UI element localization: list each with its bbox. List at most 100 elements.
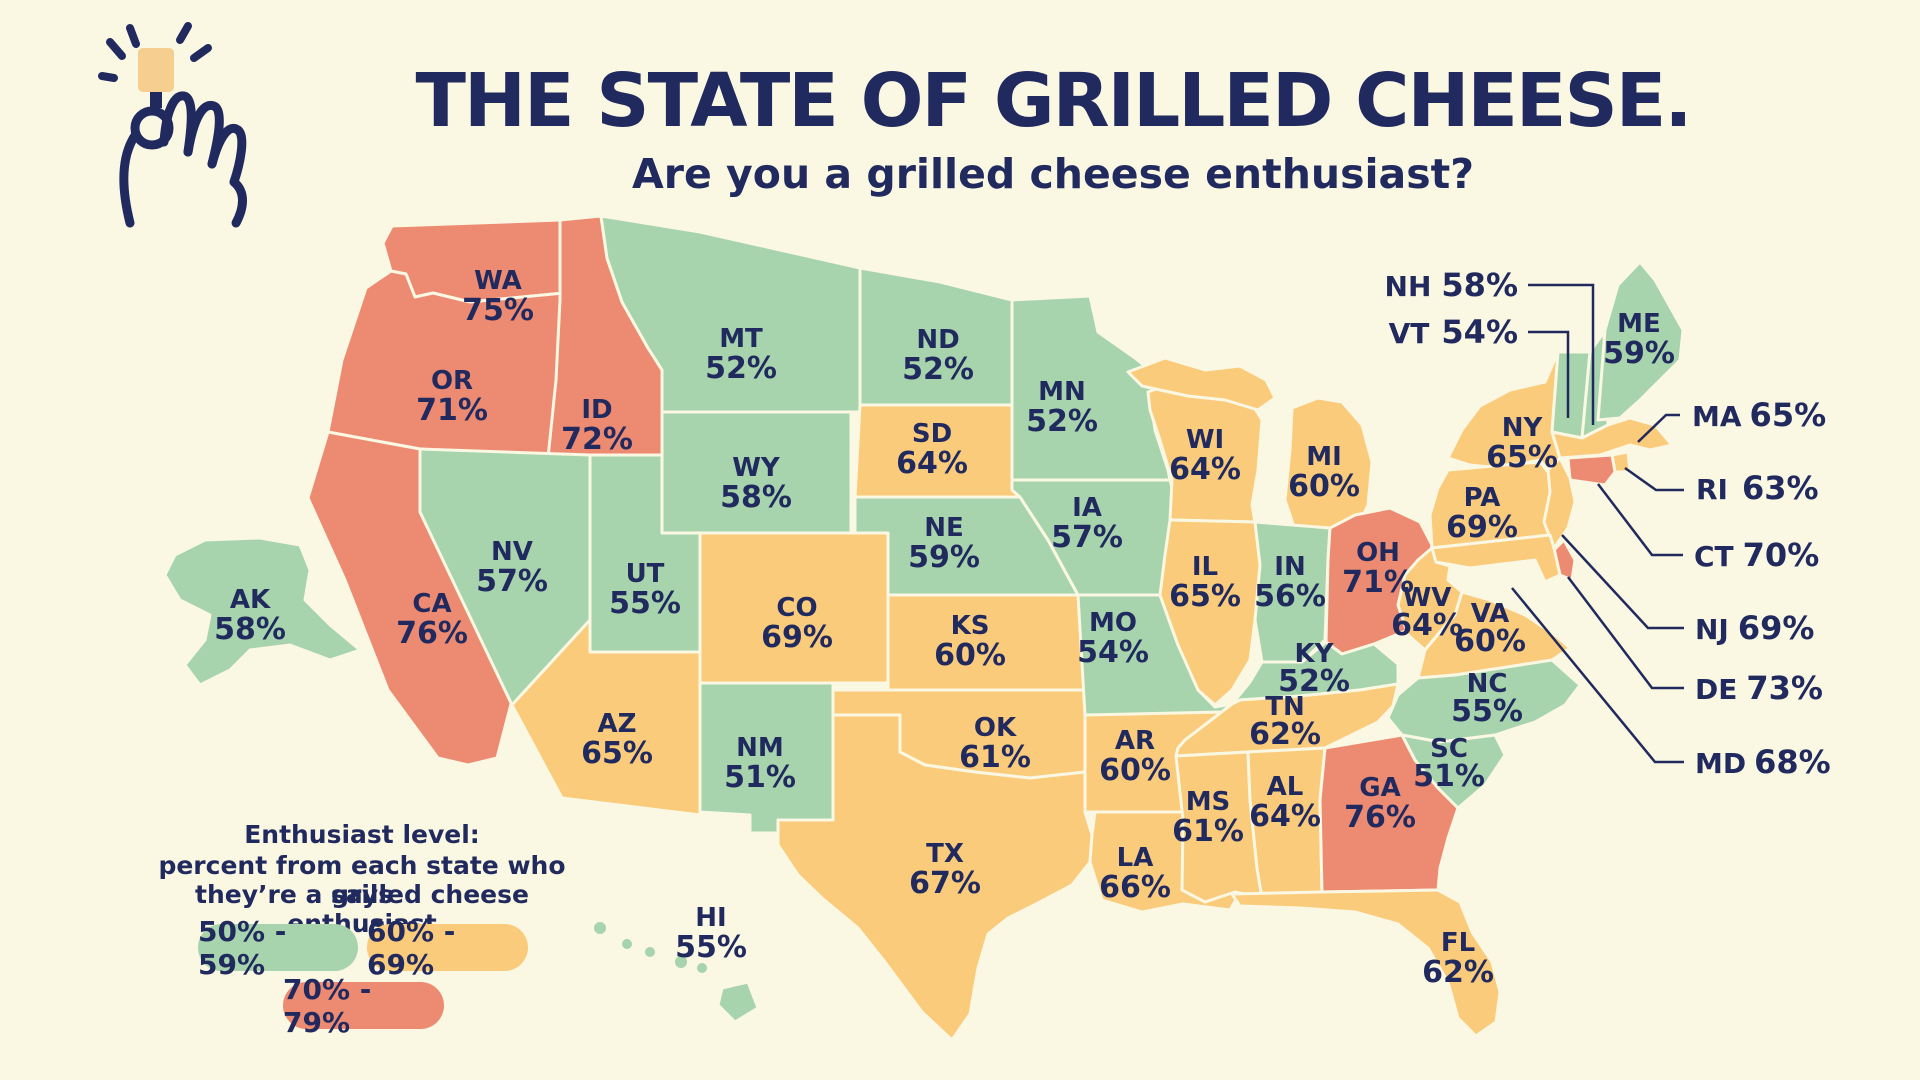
state-IL-value-label: 65% bbox=[1169, 579, 1241, 614]
state-CA-value-label: 76% bbox=[396, 616, 468, 651]
state-IA-value-label: 57% bbox=[1051, 520, 1123, 555]
state-VA-abbr-label: VA bbox=[1471, 599, 1509, 629]
state-TN-value-label: 62% bbox=[1249, 717, 1321, 752]
state-WI-abbr-label: WI bbox=[1186, 425, 1224, 455]
callout-RI-label: RI 63% bbox=[1696, 469, 1819, 507]
state-MT-abbr-label: MT bbox=[719, 324, 763, 354]
callout-line-RI bbox=[1624, 466, 1684, 492]
state-MI-value-label: 60% bbox=[1288, 469, 1360, 504]
state-TX-value-label: 67% bbox=[909, 866, 981, 901]
callout-line-CT bbox=[1597, 483, 1683, 557]
callout-line-DE bbox=[1567, 576, 1684, 690]
state-SD-abbr-label: SD bbox=[912, 419, 952, 449]
state-IA-abbr-label: IA bbox=[1072, 493, 1102, 523]
state-CT bbox=[1566, 453, 1617, 487]
grilled-cheese-hand-logo bbox=[98, 22, 247, 228]
state-MT-value-label: 52% bbox=[705, 351, 777, 386]
state-UT-abbr-label: UT bbox=[626, 559, 665, 589]
state-ID-abbr-label: ID bbox=[581, 395, 612, 425]
state-UT-value-label: 55% bbox=[609, 586, 681, 621]
state-KS-value-label: 60% bbox=[934, 638, 1006, 673]
sparkle-icon bbox=[98, 22, 212, 82]
state-AZ-value-label: 65% bbox=[581, 736, 653, 771]
state-NM-abbr-label: NM bbox=[736, 733, 784, 763]
state-ME-value-label: 59% bbox=[1603, 336, 1675, 371]
state-FL bbox=[1230, 888, 1502, 1038]
state-CO-abbr-label: CO bbox=[776, 593, 817, 623]
state-ID-value-label: 72% bbox=[561, 422, 633, 457]
state-NV-value-label: 57% bbox=[476, 564, 548, 599]
state-WY-value-label: 58% bbox=[720, 480, 792, 515]
state-MO-value-label: 54% bbox=[1077, 635, 1149, 670]
state-NY-abbr-label: NY bbox=[1502, 413, 1544, 443]
state-MI bbox=[1126, 356, 1374, 547]
state-NC-value-label: 55% bbox=[1451, 694, 1523, 729]
callout-MA-label: MA 65% bbox=[1692, 396, 1826, 434]
state-OR-abbr-label: OR bbox=[431, 366, 473, 396]
page-title: THE STATE OF GRILLED CHEESE. bbox=[415, 58, 1693, 144]
callout-line-MD bbox=[1511, 587, 1684, 764]
state-WV-value-label: 64% bbox=[1391, 608, 1463, 643]
callout-lines bbox=[1511, 283, 1684, 764]
state-MI-abbr-label: MI bbox=[1306, 442, 1342, 472]
callout-DE-label: DE 73% bbox=[1695, 669, 1823, 707]
state-IN-abbr-label: IN bbox=[1274, 552, 1305, 582]
state-NC-abbr-label: NC bbox=[1467, 669, 1508, 699]
state-WA-value-label: 75% bbox=[462, 293, 534, 328]
state-SC-value-label: 51% bbox=[1413, 759, 1485, 794]
state-NE-abbr-label: NE bbox=[924, 513, 964, 543]
state-MO-abbr-label: MO bbox=[1089, 608, 1137, 638]
state-SC bbox=[1400, 733, 1507, 810]
callout-NH-label: NH 58% bbox=[1385, 266, 1518, 304]
state-LA-value-label: 66% bbox=[1099, 870, 1171, 905]
state-FL-value-label: 62% bbox=[1422, 955, 1494, 990]
state-KY-abbr-label: KY bbox=[1295, 639, 1335, 669]
state-AR-value-label: 60% bbox=[1099, 753, 1171, 788]
state-OH-value-label: 71% bbox=[1342, 565, 1414, 600]
state-OK-value-label: 61% bbox=[959, 740, 1031, 775]
callout-line-VT bbox=[1528, 330, 1570, 418]
state-FL-abbr-label: FL bbox=[1441, 928, 1475, 958]
state-CA-abbr-label: CA bbox=[412, 589, 451, 619]
state-LA-abbr-label: LA bbox=[1117, 843, 1154, 873]
state-NY-value-label: 65% bbox=[1486, 440, 1558, 475]
state-WY-abbr-label: WY bbox=[732, 453, 781, 483]
state-MS-value-label: 61% bbox=[1172, 814, 1244, 849]
state-CO-value-label: 69% bbox=[761, 620, 833, 655]
state-labels: WA 75% OR 71% ID 72% MT 52% WY 58% NV 57… bbox=[214, 266, 1675, 990]
state-AL-value-label: 64% bbox=[1249, 799, 1321, 834]
callout-line-MA bbox=[1637, 413, 1680, 443]
state-HI bbox=[594, 922, 760, 1024]
state-TX-abbr-label: TX bbox=[926, 839, 964, 869]
state-AR-abbr-label: AR bbox=[1115, 726, 1155, 756]
state-GA-abbr-label: GA bbox=[1359, 773, 1400, 803]
state-WV-abbr-label: WV bbox=[1403, 583, 1452, 613]
state-PA-abbr-label: PA bbox=[1464, 483, 1501, 513]
state-WA-abbr-label: WA bbox=[474, 266, 522, 296]
state-ND-abbr-label: ND bbox=[916, 325, 959, 355]
cheese-slice-icon bbox=[138, 48, 174, 92]
state-MS-abbr-label: MS bbox=[1186, 787, 1231, 817]
state-MD bbox=[1430, 533, 1562, 584]
state-AZ-abbr-label: AZ bbox=[598, 709, 637, 739]
state-IL-abbr-label: IL bbox=[1192, 552, 1218, 582]
state-WI-value-label: 64% bbox=[1169, 452, 1241, 487]
state-shapes bbox=[163, 214, 1685, 1042]
state-ME-abbr-label: ME bbox=[1617, 309, 1661, 339]
state-KY-value-label: 52% bbox=[1278, 664, 1350, 699]
state-PA-value-label: 69% bbox=[1446, 510, 1518, 545]
state-TX bbox=[776, 713, 1094, 1042]
state-OK-abbr-label: OK bbox=[974, 713, 1017, 743]
callout-labels: NH 58% VT 54% MA 65% RI 63% CT 70% NJ 69% DE 73… bbox=[1385, 266, 1831, 781]
callout-VT-label: VT 54% bbox=[1389, 313, 1518, 351]
state-OR bbox=[326, 269, 576, 460]
state-VA-value-label: 60% bbox=[1454, 624, 1526, 659]
state-SD-value-label: 64% bbox=[896, 446, 968, 481]
state-SC-abbr-label: SC bbox=[1430, 734, 1468, 764]
state-MN-abbr-label: MN bbox=[1038, 377, 1086, 407]
state-OH-abbr-label: OH bbox=[1356, 538, 1400, 568]
state-AL-abbr-label: AL bbox=[1267, 772, 1304, 802]
callout-NJ-label: NJ 69% bbox=[1695, 609, 1814, 647]
state-IN-value-label: 56% bbox=[1254, 579, 1326, 614]
